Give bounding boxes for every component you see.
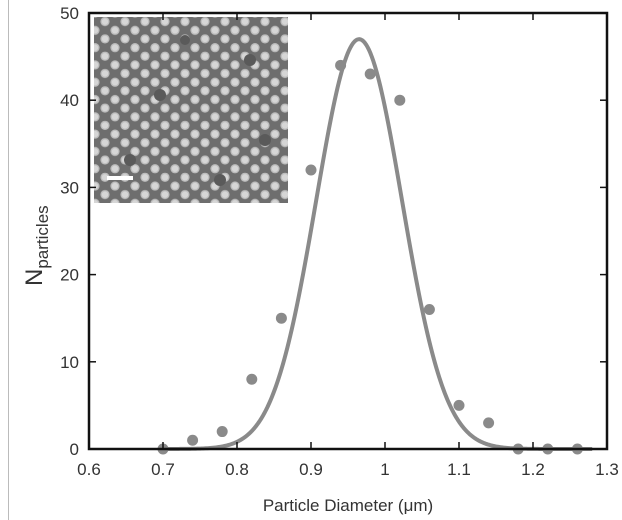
sem-void (259, 134, 271, 146)
sem-void (244, 54, 256, 66)
x-tick-label: 1.3 (595, 460, 619, 479)
data-point (187, 434, 199, 446)
data-point (364, 68, 376, 80)
y-tick-label: 20 (60, 266, 79, 285)
x-tick-label: 1 (380, 460, 389, 479)
x-tick-label: 0.6 (77, 460, 101, 479)
data-point (305, 164, 317, 176)
y-tick-label: 10 (60, 353, 79, 372)
x-axis-title: Particle Diameter (μm) (263, 496, 433, 515)
x-tick-label: 1.1 (447, 460, 471, 479)
y-axis-title-main: N (21, 269, 48, 286)
sem-void (124, 154, 136, 166)
y-tick-label: 30 (60, 178, 79, 197)
data-point (216, 426, 228, 438)
x-tick-label: 0.9 (299, 460, 323, 479)
data-point (275, 312, 287, 324)
data-point (423, 303, 435, 315)
y-tick-label: 50 (60, 4, 79, 23)
plot-frame (87, 11, 609, 451)
sem-void (180, 35, 190, 45)
y-axis-title-subscript: particles (33, 205, 52, 268)
x-tick-label: 1.2 (521, 460, 545, 479)
data-point (453, 399, 465, 411)
y-tick-label: 40 (60, 91, 79, 110)
sem-void (214, 174, 226, 186)
data-point (394, 94, 406, 106)
sem-void (154, 89, 166, 101)
x-tick-label: 0.7 (151, 460, 175, 479)
scale-bar (107, 176, 133, 180)
y-tick-label: 0 (70, 440, 79, 459)
x-tick-label: 0.8 (225, 460, 249, 479)
page-left-rule (8, 0, 9, 520)
data-point (246, 373, 258, 385)
data-point (335, 59, 347, 71)
sem-inset-image (94, 17, 288, 203)
data-point (483, 417, 495, 429)
y-axis-title: Nparticles (21, 205, 52, 286)
